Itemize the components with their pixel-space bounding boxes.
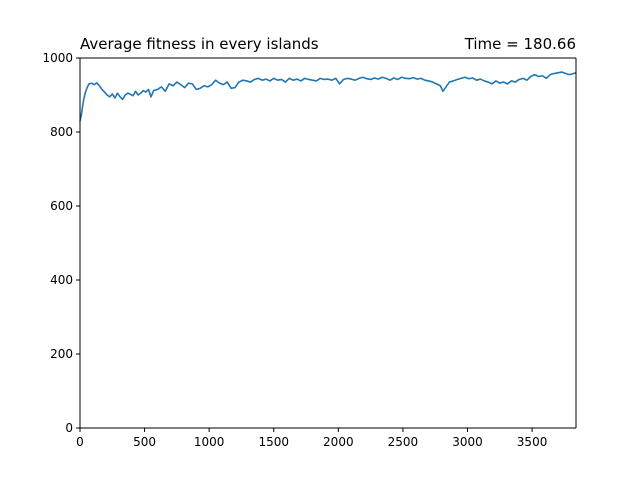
y-tick-label: 200 [50,347,73,361]
y-tick-label: 1000 [42,51,73,65]
x-tick-label: 0 [76,435,84,449]
x-tick-label: 500 [133,435,156,449]
y-tick-label: 800 [50,125,73,139]
y-axis-ticks: 0 200 400 600 800 1000 [42,51,80,435]
x-tick-label: 2500 [388,435,419,449]
x-tick-label: 2000 [323,435,354,449]
x-tick-label: 1500 [258,435,289,449]
fitness-series-line [79,71,577,122]
x-tick-label: 3500 [517,435,548,449]
x-tick-label: 1000 [194,435,225,449]
x-axis-ticks: 0 500 1000 1500 2000 2500 3000 3500 [76,428,547,449]
y-tick-label: 600 [50,199,73,213]
plot-frame [79,57,577,429]
x-tick-label: 3000 [452,435,483,449]
plot-area [80,58,576,428]
chart-title: Average fitness in every islands [80,35,319,53]
time-readout: Time = 180.66 [464,35,576,53]
y-tick-label: 400 [50,273,73,287]
y-tick-label: 0 [65,421,73,435]
